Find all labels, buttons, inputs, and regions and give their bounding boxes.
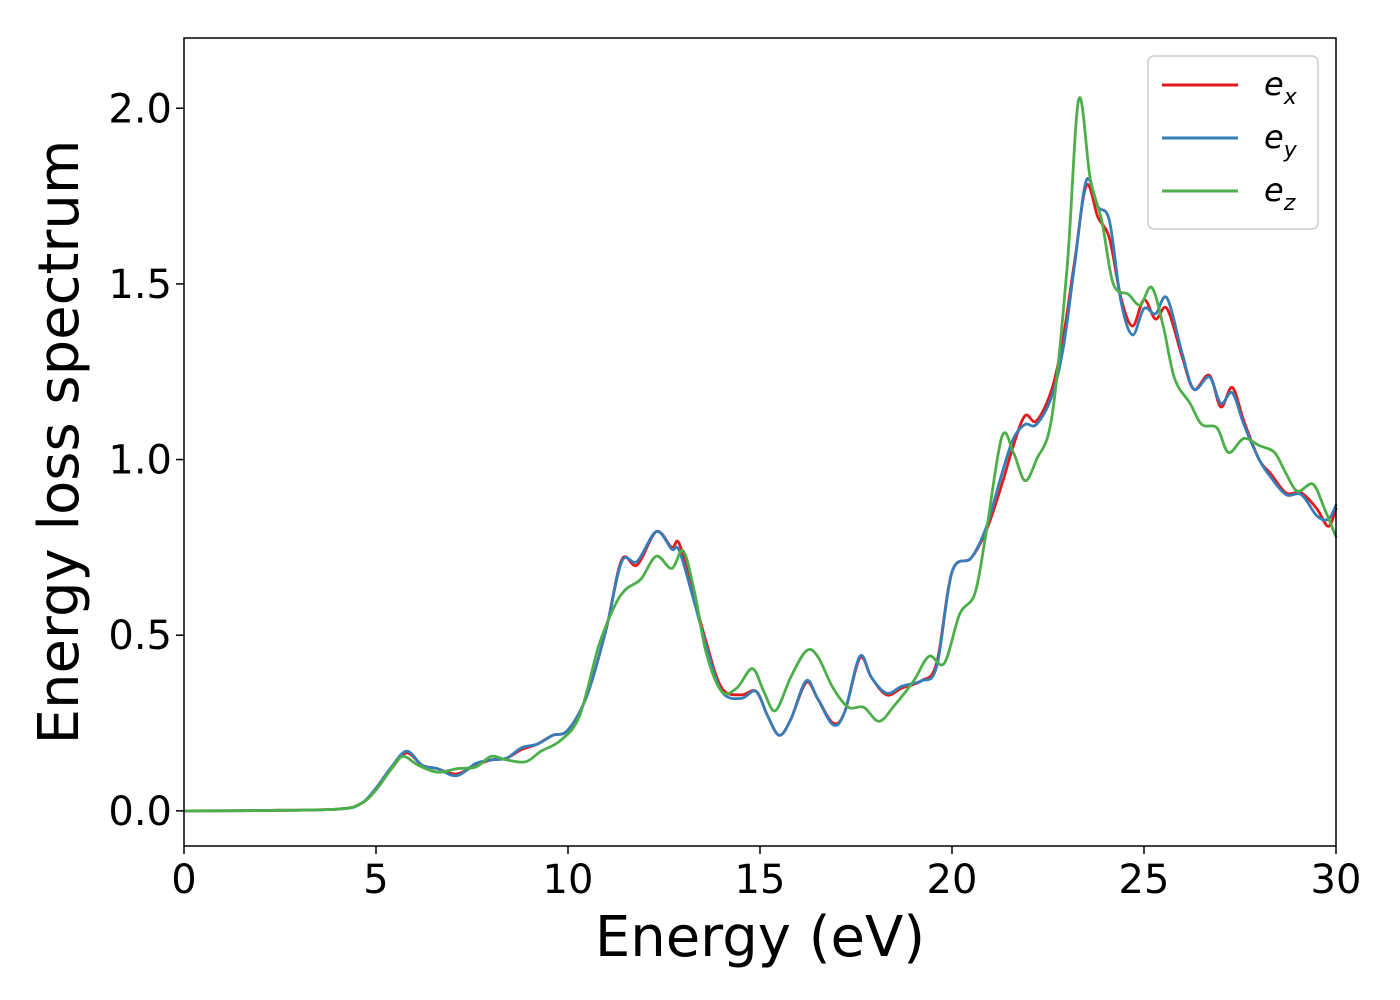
- legend-label-base: e: [1264, 171, 1284, 209]
- y-tick-label: 2.0: [108, 86, 172, 132]
- legend-box: [1147, 55, 1319, 230]
- legend-label-base: e: [1264, 118, 1284, 156]
- y-axis-label: Energy loss spectrum: [27, 140, 92, 745]
- x-tick-label: 0: [171, 857, 196, 903]
- x-tick-label: 30: [1311, 857, 1362, 903]
- y-tick-label: 1.5: [108, 262, 172, 308]
- y-axis: 0.0 0.5 1.0 1.5 2.0: [108, 86, 184, 835]
- series-line-ez: [182, 96, 1338, 813]
- y-tick-label: 0.5: [108, 613, 172, 659]
- legend-label-ey: ey: [1264, 118, 1298, 163]
- legend-label-subscript: y: [1283, 138, 1298, 163]
- x-tick-label: 20: [927, 857, 978, 903]
- legend-label-ex: ex: [1264, 65, 1298, 110]
- x-tick-label: 10: [543, 857, 594, 903]
- x-axis-label: Energy (eV): [595, 905, 925, 970]
- x-tick-label: 25: [1119, 857, 1170, 903]
- x-axis: 0 5 10 15 20 25 30: [171, 846, 1361, 903]
- y-tick-label: 1.0: [108, 438, 172, 484]
- legend-label-ez: ez: [1264, 171, 1296, 216]
- legend-label-subscript: x: [1283, 85, 1298, 110]
- plot-background: [184, 38, 1336, 846]
- legend-label-base: e: [1264, 65, 1284, 103]
- legend-label-subscript: z: [1283, 191, 1296, 216]
- series-layer: [182, 96, 1338, 813]
- series-line-ey: [182, 177, 1338, 813]
- y-tick-label: 0.0: [108, 789, 172, 835]
- x-tick-label: 5: [363, 857, 388, 903]
- x-tick-label: 15: [735, 857, 786, 903]
